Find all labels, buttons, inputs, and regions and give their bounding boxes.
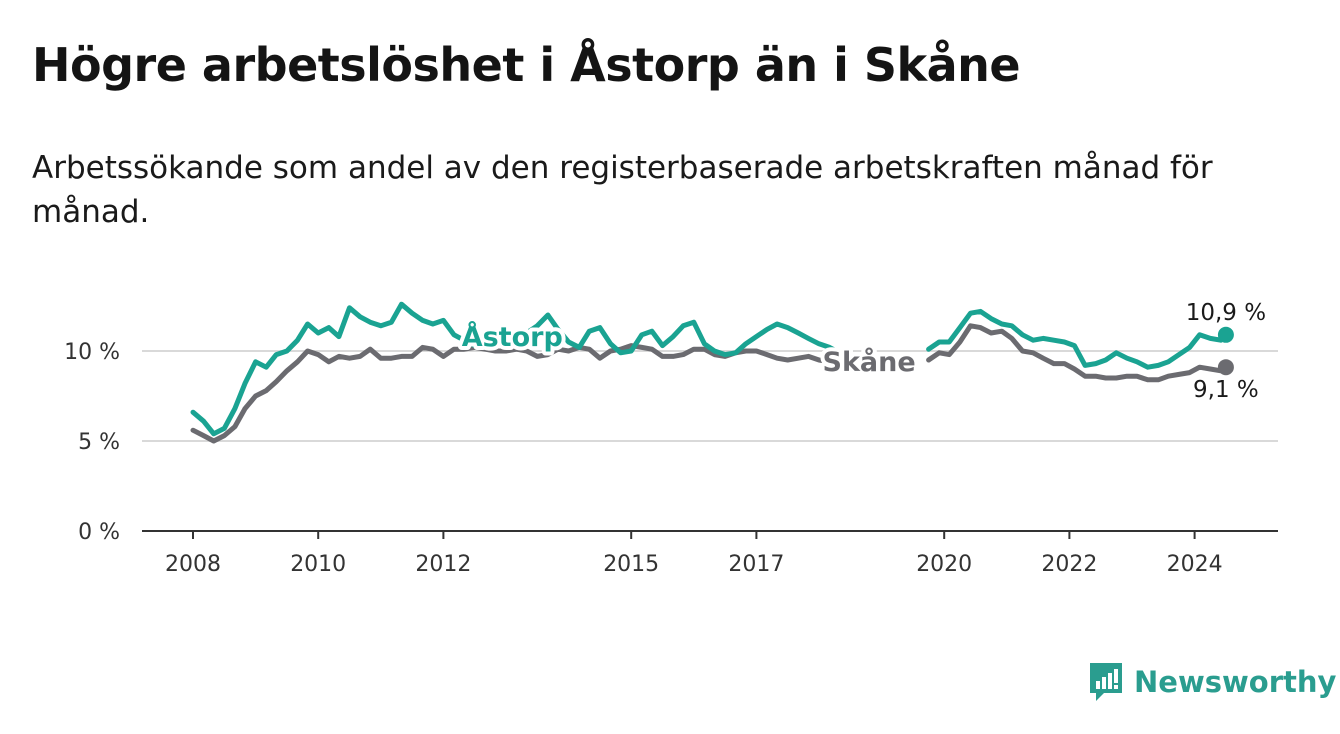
chart-title: Högre arbetslöshet i Åstorp än i Skåne (32, 38, 1021, 92)
series-line-skane (190, 323, 1229, 444)
x-tick-label: 2022 (1041, 552, 1097, 577)
series-label: Åstorp (462, 321, 563, 353)
end-value-label-astorp: 10,9 % (1186, 300, 1266, 326)
series-label: Skåne (823, 346, 916, 378)
x-axis: 2008 2010 2012 2015 2017 2020 2022 2024 (142, 530, 1278, 577)
end-point-astorp (1217, 326, 1234, 343)
y-tick-label: 0 % (78, 520, 120, 545)
x-tick-label: 2010 (290, 552, 346, 577)
x-tick-label: 2008 (165, 552, 221, 577)
gridlines (142, 350, 1278, 442)
series-label-halo: Åstorp (462, 321, 563, 353)
x-tick-label: 2024 (1167, 552, 1223, 577)
end-value-label-skane: 9,1 % (1193, 377, 1259, 403)
y-tick-label: 10 % (64, 340, 120, 365)
x-tick-label: 2017 (728, 552, 784, 577)
chart-subtitle: Arbetssökande som andel av den registerb… (32, 150, 1213, 230)
series-label-halo: Skåne (823, 346, 916, 378)
brand-name: Newsworthy (1134, 665, 1337, 699)
series-line-astorp (190, 301, 1229, 437)
end-point-skane (1217, 359, 1234, 376)
series-lines (190, 301, 1234, 444)
newsworthy-logo-icon (1090, 663, 1122, 701)
x-tick-label: 2020 (916, 552, 972, 577)
x-tick-label: 2012 (415, 552, 471, 577)
y-axis-tick-labels: 0 % 5 % 10 % (64, 340, 120, 545)
y-tick-label: 5 % (78, 430, 120, 455)
brand-logo: Newsworthy (1088, 660, 1336, 704)
x-tick-label: 2015 (603, 552, 659, 577)
